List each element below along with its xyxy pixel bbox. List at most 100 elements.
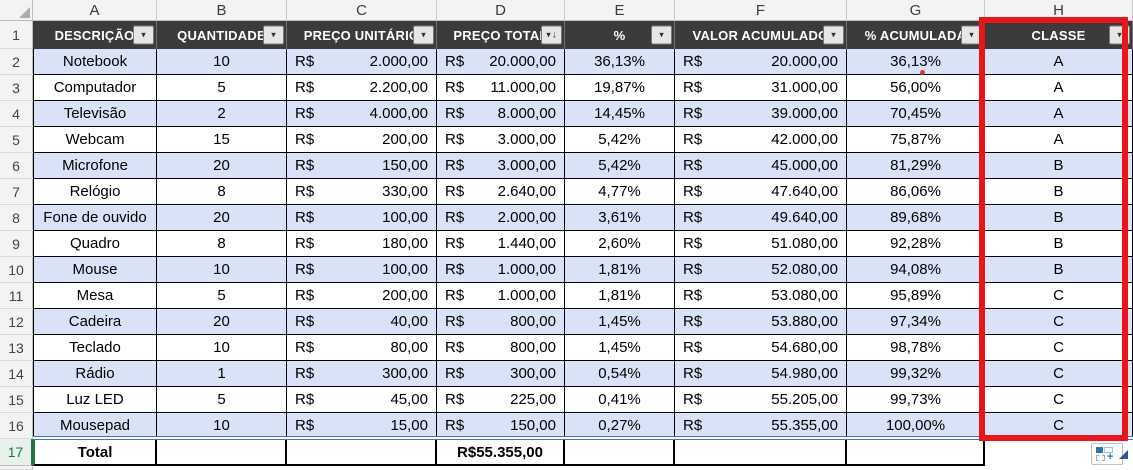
cell-H3[interactable]: A [985,75,1133,101]
cell-D2[interactable]: R$ 20.000,00 [437,49,565,75]
filter-button-G[interactable]: ▾ [961,25,982,45]
cell-C17[interactable] [287,439,437,466]
cell-D9[interactable]: R$ 1.440,00 [437,231,565,257]
cell-F11[interactable]: R$ 53.080,00 [675,283,847,309]
cell-A5[interactable]: Webcam [33,127,157,153]
cell-G6[interactable]: 81,29% [847,153,985,179]
cell-C15[interactable]: R$ 45,00 [287,387,437,413]
row-header-8[interactable]: 8 [0,205,33,231]
cell-D11[interactable]: R$ 1.000,00 [437,283,565,309]
cell-H14[interactable]: C [985,361,1133,387]
cell-B3[interactable]: 5 [157,75,287,101]
cell-G5[interactable]: 75,87% [847,127,985,153]
row-header-15[interactable]: 15 [0,387,33,413]
header-cell-A[interactable]: DESCRIÇÃO ▾ [33,21,157,49]
column-letter-E[interactable]: E [565,0,675,21]
cell-A4[interactable]: Televisão [33,101,157,127]
cell-E4[interactable]: 14,45% [565,101,675,127]
filter-button-C[interactable]: ▾ [413,25,434,45]
cell-G9[interactable]: 92,28% [847,231,985,257]
column-letter-A[interactable]: A [33,0,157,21]
cell-D14[interactable]: R$ 300,00 [437,361,565,387]
cell-C2[interactable]: R$ 2.000,00 [287,49,437,75]
cell-H2[interactable]: A [985,49,1133,75]
cell-H10[interactable]: B [985,257,1133,283]
cell-F14[interactable]: R$ 54.980,00 [675,361,847,387]
cell-G8[interactable]: 89,68% [847,205,985,231]
cell-C5[interactable]: R$ 200,00 [287,127,437,153]
cell-C3[interactable]: R$ 2.200,00 [287,75,437,101]
cell-H5[interactable]: A [985,127,1133,153]
cell-F7[interactable]: R$ 47.640,00 [675,179,847,205]
cell-E8[interactable]: 3,61% [565,205,675,231]
cell-H4[interactable]: A [985,101,1133,127]
row-header-16[interactable]: 16 [0,413,33,439]
cell-H8[interactable]: B [985,205,1133,231]
header-cell-F[interactable]: VALOR ACUMULADO ▾ [675,21,847,49]
column-letter-D[interactable]: D [437,0,565,21]
cell-B9[interactable]: 8 [157,231,287,257]
cell-D4[interactable]: R$ 8.000,00 [437,101,565,127]
cell-B15[interactable]: 5 [157,387,287,413]
cell-C14[interactable]: R$ 300,00 [287,361,437,387]
cell-D5[interactable]: R$ 3.000,00 [437,127,565,153]
cell-E6[interactable]: 5,42% [565,153,675,179]
cell-D15[interactable]: R$ 225,00 [437,387,565,413]
cell-F16[interactable]: R$ 55.355,00 [675,413,847,439]
cell-D12[interactable]: R$ 800,00 [437,309,565,335]
cell-D10[interactable]: R$ 1.000,00 [437,257,565,283]
cell-A7[interactable]: Relógio [33,179,157,205]
cell-G13[interactable]: 98,78% [847,335,985,361]
cell-F3[interactable]: R$ 31.000,00 [675,75,847,101]
cell-B5[interactable]: 15 [157,127,287,153]
row-header-14[interactable]: 14 [0,361,33,387]
cell-A8[interactable]: Fone de ouvido [33,205,157,231]
filter-button-B[interactable]: ▾ [263,25,284,45]
row-header-17[interactable]: 17 [0,439,33,466]
cell-D17-total-value[interactable]: R$ 55.355,00 [437,439,565,466]
cell-G11[interactable]: 95,89% [847,283,985,309]
cell-E14[interactable]: 0,54% [565,361,675,387]
cell-E16[interactable]: 0,27% [565,413,675,439]
filter-button-F[interactable]: ▾ [823,25,844,45]
header-cell-B[interactable]: QUANTIDADE ▾ [157,21,287,49]
cell-E15[interactable]: 0,41% [565,387,675,413]
cell-G10[interactable]: 94,08% [847,257,985,283]
row-header-12[interactable]: 12 [0,309,33,335]
cell-F2[interactable]: R$ 20.000,00 [675,49,847,75]
column-letter-F[interactable]: F [675,0,847,21]
column-letter-C[interactable]: C [287,0,437,21]
cell-C12[interactable]: R$ 40,00 [287,309,437,335]
cell-B13[interactable]: 10 [157,335,287,361]
cell-E7[interactable]: 4,77% [565,179,675,205]
cell-F12[interactable]: R$ 53.880,00 [675,309,847,335]
header-cell-H[interactable]: CLASSE ▾ [985,21,1133,49]
header-cell-C[interactable]: PREÇO UNITÁRIO ▾ [287,21,437,49]
cell-F4[interactable]: R$ 39.000,00 [675,101,847,127]
cell-D3[interactable]: R$ 11.000,00 [437,75,565,101]
cell-B7[interactable]: 8 [157,179,287,205]
cell-H11[interactable]: C [985,283,1133,309]
cell-C7[interactable]: R$ 330,00 [287,179,437,205]
cell-G16[interactable]: 100,00% [847,413,985,439]
cell-E10[interactable]: 1,81% [565,257,675,283]
row-header-7[interactable]: 7 [0,179,33,205]
cell-E5[interactable]: 5,42% [565,127,675,153]
cell-G7[interactable]: 86,06% [847,179,985,205]
row-header-3[interactable]: 3 [0,75,33,101]
cell-D13[interactable]: R$ 800,00 [437,335,565,361]
cell-C13[interactable]: R$ 80,00 [287,335,437,361]
cell-F13[interactable]: R$ 54.680,00 [675,335,847,361]
row-header-9[interactable]: 9 [0,231,33,257]
cell-A12[interactable]: Cadeira [33,309,157,335]
cell-A13[interactable]: Teclado [33,335,157,361]
cell-E2[interactable]: 36,13% [565,49,675,75]
cell-G15[interactable]: 99,73% [847,387,985,413]
column-letter-H[interactable]: H [985,0,1133,21]
cell-E9[interactable]: 2,60% [565,231,675,257]
cell-E13[interactable]: 1,45% [565,335,675,361]
cell-F6[interactable]: R$ 45.000,00 [675,153,847,179]
row-header-4[interactable]: 4 [0,101,33,127]
cell-C4[interactable]: R$ 4.000,00 [287,101,437,127]
cell-C9[interactable]: R$ 180,00 [287,231,437,257]
